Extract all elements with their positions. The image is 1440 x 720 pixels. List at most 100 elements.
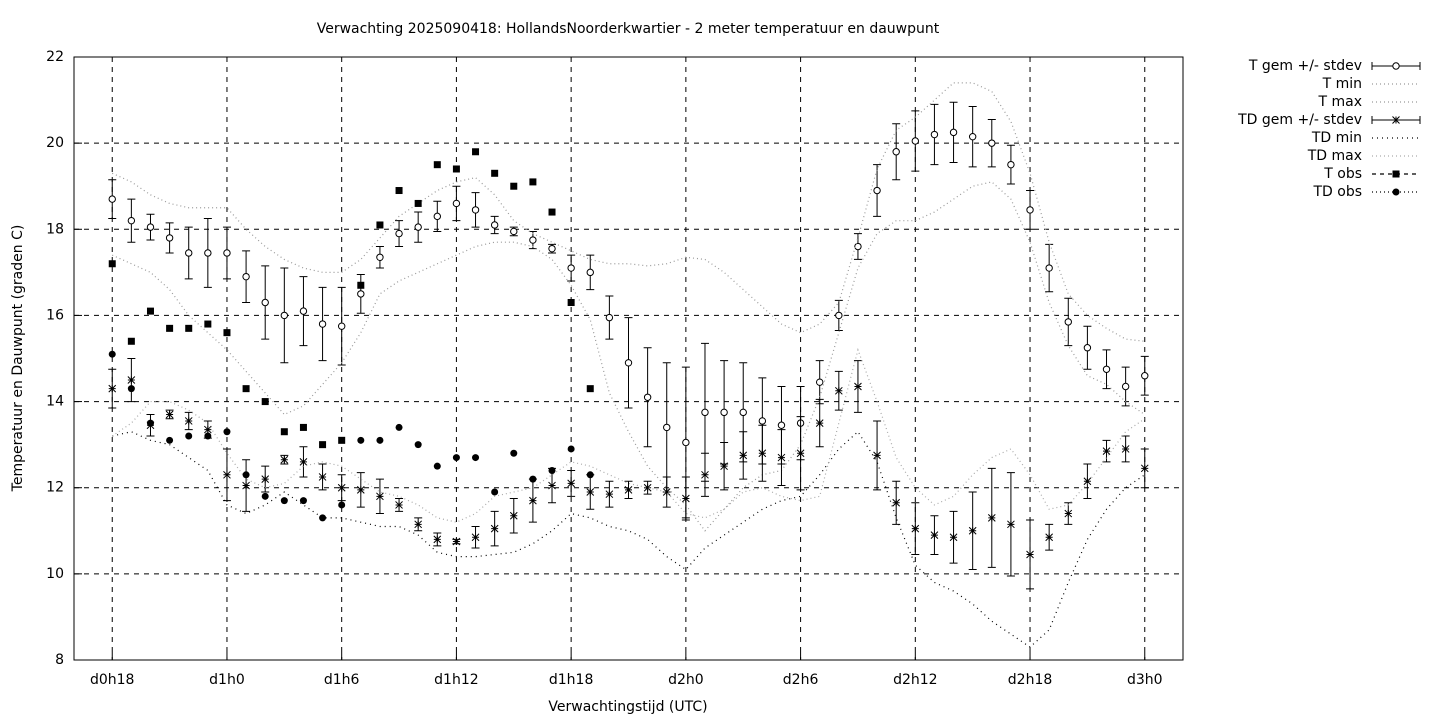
y-tick-label: 22 — [46, 49, 64, 65]
marker — [567, 445, 575, 453]
marker — [1007, 160, 1015, 169]
marker — [930, 531, 939, 539]
x-axis-label: Verwachtingstijd (UTC) — [548, 699, 707, 715]
y-tick-label: 16 — [46, 307, 64, 323]
marker — [452, 165, 460, 173]
marker — [911, 524, 920, 533]
marker — [203, 425, 212, 434]
marker — [337, 322, 346, 330]
marker — [395, 187, 403, 195]
plot-border — [73, 56, 1184, 661]
marker — [242, 471, 250, 479]
marker — [1140, 464, 1149, 473]
marker — [1141, 372, 1149, 380]
x-tick-label: d1h0 — [209, 672, 245, 688]
marker — [127, 216, 136, 225]
marker — [280, 428, 288, 436]
marker — [414, 520, 423, 529]
x-tick-label: d2h18 — [1008, 672, 1052, 688]
marker — [395, 501, 403, 509]
marker — [318, 320, 327, 328]
marker — [1026, 550, 1034, 559]
marker — [280, 497, 288, 505]
marker — [280, 455, 289, 464]
marker — [223, 249, 231, 257]
marker — [1121, 382, 1130, 391]
marker — [1392, 62, 1400, 70]
marker — [1121, 445, 1130, 453]
legend-label: TD max — [1307, 148, 1362, 164]
marker — [395, 229, 403, 238]
marker — [529, 496, 537, 505]
marker — [509, 511, 518, 520]
marker — [586, 268, 594, 277]
marker — [261, 475, 270, 483]
marker — [968, 132, 977, 141]
marker — [624, 359, 633, 367]
marker — [490, 524, 499, 533]
marker — [204, 320, 212, 328]
marker — [472, 454, 480, 462]
marker — [1392, 170, 1400, 178]
marker — [414, 199, 422, 207]
marker — [376, 253, 384, 261]
marker — [108, 195, 116, 203]
marker — [223, 470, 231, 479]
marker — [663, 423, 671, 432]
marker — [166, 436, 174, 444]
marker — [796, 449, 805, 458]
marker — [261, 398, 269, 406]
marker — [816, 378, 824, 386]
marker — [261, 492, 269, 500]
marker — [1102, 365, 1111, 373]
marker — [357, 436, 365, 444]
marker — [471, 533, 480, 542]
marker — [433, 212, 441, 221]
chart-title: Verwachting 2025090418: HollandsNoorderk… — [317, 21, 940, 37]
y-tick-label: 18 — [46, 221, 64, 237]
marker — [701, 408, 709, 417]
marker — [376, 221, 384, 229]
marker — [185, 324, 193, 332]
marker — [892, 498, 901, 507]
marker — [586, 385, 594, 393]
marker — [1007, 520, 1015, 529]
marker — [108, 384, 117, 393]
marker — [108, 260, 116, 268]
range-line — [112, 430, 1146, 648]
marker — [1045, 264, 1053, 272]
marker — [510, 182, 518, 190]
marker — [471, 206, 480, 214]
marker — [682, 438, 690, 447]
marker — [758, 449, 767, 458]
marker — [777, 421, 786, 429]
marker — [357, 290, 365, 298]
marker — [854, 242, 862, 251]
marker — [319, 441, 327, 449]
marker — [988, 139, 996, 147]
marker — [1392, 116, 1400, 124]
marker — [491, 488, 499, 496]
x-tick-label: d1h12 — [434, 672, 478, 688]
legend-label: TD obs — [1312, 184, 1362, 200]
x-tick-label: d1h18 — [549, 672, 593, 688]
marker — [490, 221, 499, 229]
marker — [299, 458, 308, 466]
marker — [567, 479, 575, 488]
marker — [892, 148, 900, 156]
marker — [739, 451, 748, 460]
marker — [299, 307, 308, 315]
marker — [166, 324, 174, 332]
marker — [452, 199, 461, 208]
marker — [299, 497, 307, 505]
marker — [223, 329, 231, 337]
y-tick-label: 10 — [46, 566, 64, 582]
legend-label: TD min — [1311, 130, 1362, 146]
marker — [835, 311, 843, 320]
marker — [318, 473, 327, 481]
marker — [605, 490, 614, 499]
marker — [127, 385, 135, 393]
marker — [280, 311, 289, 320]
marker — [949, 128, 958, 137]
